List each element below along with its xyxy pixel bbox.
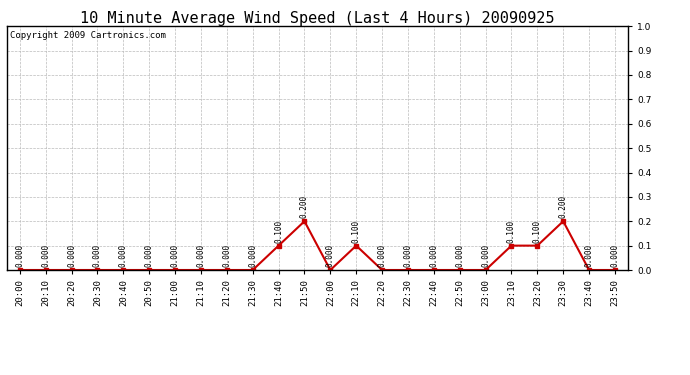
Text: 0.000: 0.000 (222, 244, 231, 267)
Text: 0.100: 0.100 (352, 220, 361, 243)
Text: 0.000: 0.000 (584, 244, 593, 267)
Text: 0.000: 0.000 (145, 244, 154, 267)
Text: 0.100: 0.100 (507, 220, 516, 243)
Text: 0.000: 0.000 (119, 244, 128, 267)
Text: 0.100: 0.100 (533, 220, 542, 243)
Text: 0.000: 0.000 (326, 244, 335, 267)
Text: 0.000: 0.000 (15, 244, 24, 267)
Text: 0.000: 0.000 (429, 244, 438, 267)
Text: 0.000: 0.000 (481, 244, 490, 267)
Text: 0.000: 0.000 (377, 244, 386, 267)
Text: Copyright 2009 Cartronics.com: Copyright 2009 Cartronics.com (10, 31, 166, 40)
Text: 0.000: 0.000 (41, 244, 50, 267)
Text: 0.000: 0.000 (611, 244, 620, 267)
Text: 0.000: 0.000 (67, 244, 76, 267)
Text: 0.000: 0.000 (197, 244, 206, 267)
Text: 0.200: 0.200 (300, 195, 309, 219)
Text: 0.000: 0.000 (170, 244, 179, 267)
Text: 0.000: 0.000 (93, 244, 102, 267)
Text: 0.100: 0.100 (274, 220, 283, 243)
Text: 0.000: 0.000 (248, 244, 257, 267)
Text: 0.000: 0.000 (455, 244, 464, 267)
Text: 10 Minute Average Wind Speed (Last 4 Hours) 20090925: 10 Minute Average Wind Speed (Last 4 Hou… (80, 11, 555, 26)
Text: 0.200: 0.200 (559, 195, 568, 219)
Text: 0.000: 0.000 (404, 244, 413, 267)
